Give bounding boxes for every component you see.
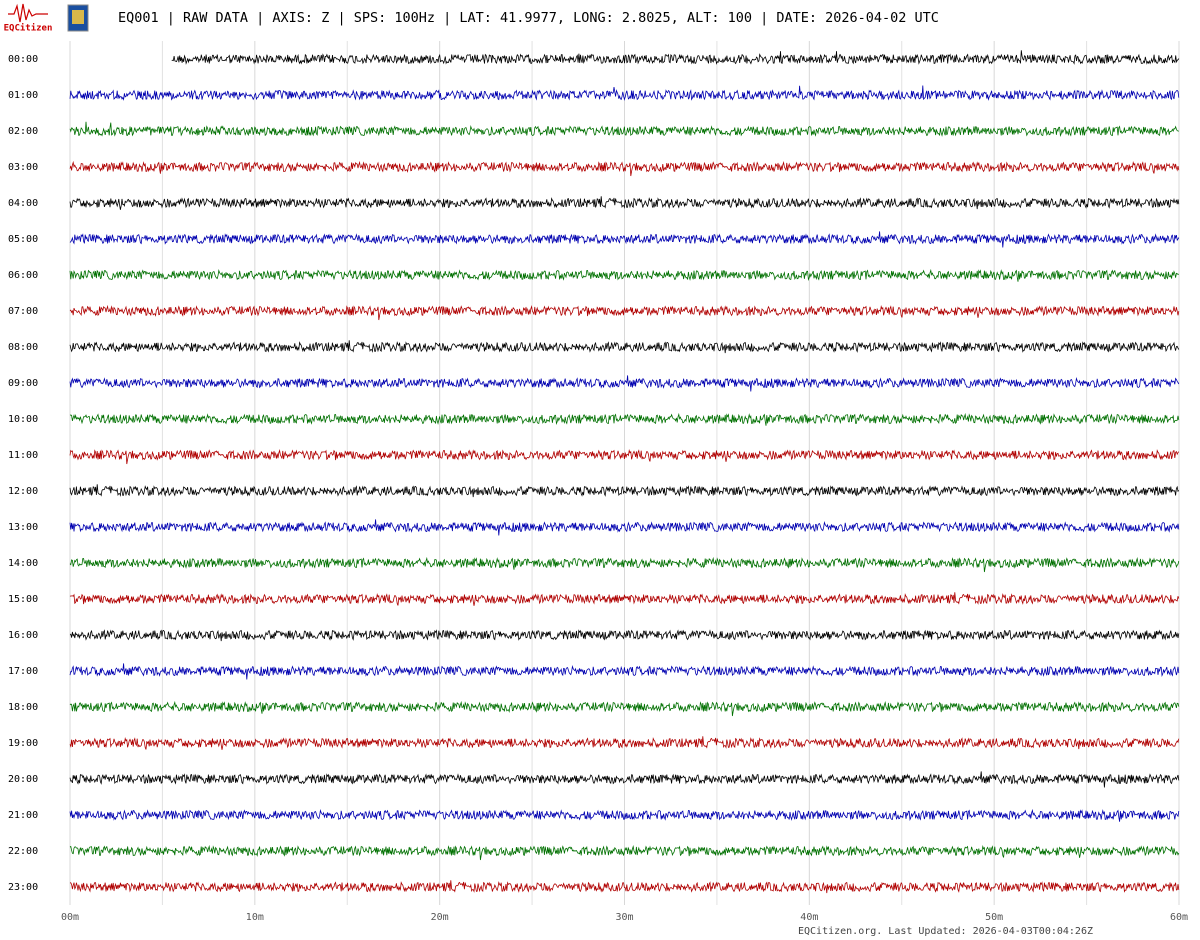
row-label: 00:00 <box>8 54 38 65</box>
trace <box>69 375 1180 392</box>
row-label: 21:00 <box>8 810 38 821</box>
trace <box>69 160 1180 177</box>
row-label: 02:00 <box>8 126 38 137</box>
trace <box>69 556 1180 573</box>
row-label: 03:00 <box>8 162 38 173</box>
trace <box>69 449 1180 465</box>
x-tick-label: 00m <box>61 912 79 923</box>
trace <box>69 304 1180 321</box>
trace <box>171 50 1180 65</box>
row-label: 19:00 <box>8 738 38 749</box>
trace <box>69 700 1180 717</box>
logo-wave <box>8 3 48 23</box>
x-tick-label: 60m <box>1170 912 1188 923</box>
logo-text: EQCitizen <box>4 23 53 34</box>
trace <box>69 196 1180 210</box>
row-label: 16:00 <box>8 630 38 641</box>
x-tick-label: 40m <box>800 912 818 923</box>
row-label: 17:00 <box>8 666 38 677</box>
trace <box>69 663 1180 680</box>
row-label: 01:00 <box>8 90 38 101</box>
trace <box>69 85 1180 101</box>
trace <box>69 231 1180 248</box>
trace <box>69 592 1180 606</box>
row-label: 09:00 <box>8 378 38 389</box>
row-label: 23:00 <box>8 882 38 893</box>
row-label: 10:00 <box>8 414 38 425</box>
trace <box>69 268 1179 282</box>
row-label: 13:00 <box>8 522 38 533</box>
trace <box>69 412 1180 426</box>
trace <box>69 484 1180 498</box>
trace <box>69 771 1180 788</box>
trace <box>69 808 1180 822</box>
trace <box>69 340 1180 354</box>
row-label: 05:00 <box>8 234 38 245</box>
x-tick-label: 20m <box>431 912 449 923</box>
trace <box>69 121 1179 138</box>
row-label: 20:00 <box>8 774 38 785</box>
row-label: 14:00 <box>8 558 38 569</box>
row-label: 04:00 <box>8 198 38 209</box>
x-tick-label: 30m <box>615 912 633 923</box>
chart-title: EQ001 | RAW DATA | AXIS: Z | SPS: 100Hz … <box>118 10 939 26</box>
row-label: 06:00 <box>8 270 38 281</box>
trace <box>69 880 1180 894</box>
row-label: 07:00 <box>8 306 38 317</box>
row-label: 15:00 <box>8 594 38 605</box>
x-tick-label: 50m <box>985 912 1003 923</box>
row-label: 18:00 <box>8 702 38 713</box>
row-label: 11:00 <box>8 450 38 461</box>
row-label: 22:00 <box>8 846 38 857</box>
trace <box>69 519 1180 536</box>
trace <box>69 736 1180 750</box>
trace <box>69 629 1180 642</box>
x-tick-label: 10m <box>246 912 264 923</box>
row-label: 12:00 <box>8 486 38 497</box>
logo: EQCitizen <box>4 3 89 34</box>
device-chip <box>72 10 84 24</box>
trace <box>69 844 1180 861</box>
footer: EQCitizen.org. Last Updated: 2026-04-03T… <box>798 926 1093 937</box>
row-label: 08:00 <box>8 342 38 353</box>
